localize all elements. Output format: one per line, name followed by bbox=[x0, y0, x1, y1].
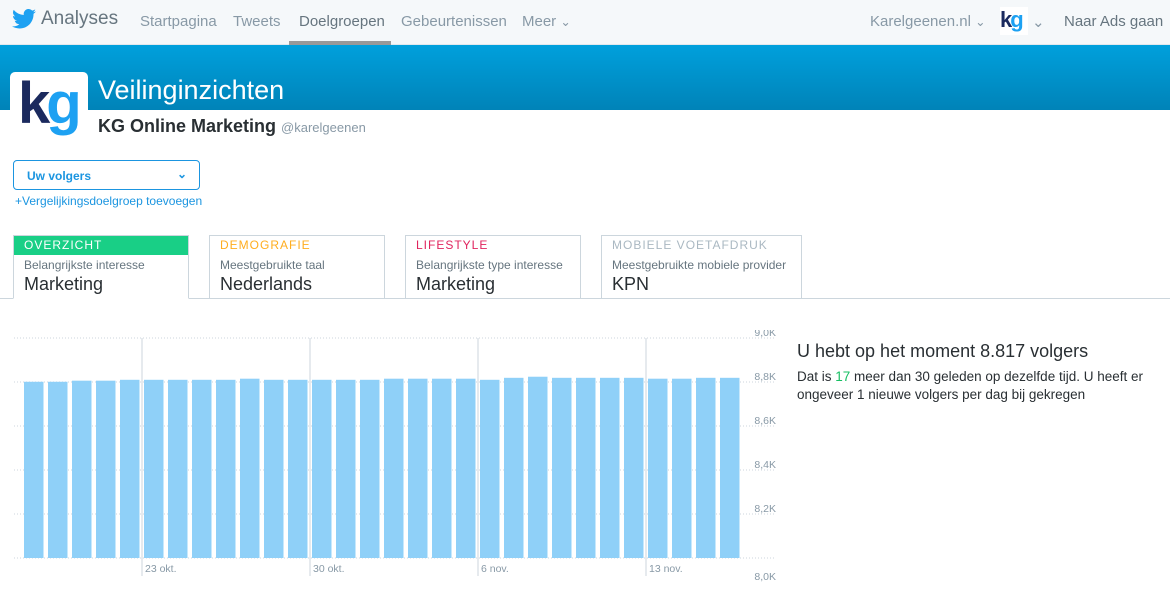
y-tick-label: 9,0K bbox=[754, 330, 776, 339]
add-comparison-link[interactable]: +Vergelijkingsdoelgroep toevoegen bbox=[15, 194, 203, 208]
account-handle: @karelgeenen bbox=[281, 120, 366, 135]
nav-startpagina[interactable]: Startpagina bbox=[140, 13, 217, 30]
tab-subtitle: Belangrijkste interesse bbox=[24, 258, 145, 272]
bar bbox=[480, 379, 500, 558]
avatar[interactable]: kg bbox=[1000, 7, 1028, 35]
tab-value: KPN bbox=[612, 274, 650, 294]
meer-label: Meer bbox=[522, 13, 557, 30]
nav-tweets[interactable]: Tweets bbox=[233, 13, 281, 30]
bar bbox=[456, 378, 476, 558]
top-nav: Analyses Startpagina Tweets Doelgroepen … bbox=[0, 0, 1170, 45]
nav-meer[interactable]: Meer ⌄ bbox=[522, 13, 571, 30]
header-banner bbox=[0, 45, 1170, 110]
tab-heading: MOBIELE VOETAFDRUK bbox=[612, 238, 768, 252]
summary-post: meer dan 30 geleden op dezelfde tijd. U … bbox=[797, 369, 1143, 402]
tab-mobiele-voetafdruk[interactable]: MOBIELE VOETAFDRUK Meestgebruikte mobiel… bbox=[601, 235, 802, 299]
y-tick-label: 8,2K bbox=[754, 503, 776, 515]
bar bbox=[24, 381, 44, 558]
tabs-divider bbox=[0, 298, 1170, 299]
bar bbox=[720, 377, 740, 558]
tab-value: Marketing bbox=[416, 274, 496, 294]
bar bbox=[528, 376, 548, 558]
summary-pre: Dat is bbox=[797, 369, 836, 384]
summary-title: U hebt op het moment 8.817 volgers bbox=[797, 341, 1089, 361]
y-tick-label: 8,4K bbox=[754, 459, 776, 471]
bar bbox=[696, 377, 716, 558]
x-tick-label: 6 nov. bbox=[481, 563, 509, 575]
page-title: Veilinginzichten bbox=[98, 75, 285, 105]
twitter-bird-icon bbox=[12, 9, 36, 29]
bar bbox=[288, 379, 308, 558]
bar bbox=[240, 378, 260, 558]
bar bbox=[216, 379, 236, 558]
bar bbox=[312, 379, 332, 558]
ads-link[interactable]: Naar Ads gaan bbox=[1064, 13, 1164, 30]
active-tab-indicator bbox=[289, 41, 391, 45]
tab-subtitle: Meestgebruikte mobiele provider bbox=[612, 258, 787, 272]
bar bbox=[624, 377, 644, 558]
chevron-down-icon: ⌄ bbox=[176, 167, 187, 181]
bar bbox=[96, 380, 116, 558]
tab-subtitle: Meestgebruikte taal bbox=[220, 258, 325, 272]
y-tick-label: 8,0K bbox=[754, 571, 776, 583]
bar bbox=[360, 379, 380, 558]
x-tick-label: 23 okt. bbox=[145, 563, 177, 575]
x-tick-label: 13 nov. bbox=[649, 563, 683, 575]
brand-label: Analyses bbox=[41, 8, 119, 29]
bar bbox=[672, 378, 692, 558]
tab-demografie[interactable]: DEMOGRAFIE Meestgebruikte taal Nederland… bbox=[209, 235, 385, 299]
bar bbox=[432, 378, 452, 558]
account-info: KG Online Marketing @karelgeenen bbox=[98, 116, 366, 137]
audience-select[interactable]: Uw volgers ⌄ bbox=[13, 160, 200, 190]
tab-lifestyle[interactable]: LIFESTYLE Belangrijkste type interesse M… bbox=[405, 235, 581, 299]
bar bbox=[576, 377, 596, 558]
y-tick-label: 8,6K bbox=[754, 415, 776, 427]
x-tick-label: 30 okt. bbox=[313, 563, 345, 575]
tab-overzicht[interactable]: OVERZICHT Belangrijkste interesse Market… bbox=[13, 235, 189, 299]
chevron-down-icon: ⌄ bbox=[975, 15, 986, 29]
follower-summary: U hebt op het moment 8.817 volgers Dat i… bbox=[797, 341, 1157, 404]
bar bbox=[264, 379, 284, 558]
summary-text: Dat is 17 meer dan 30 geleden op dezelfd… bbox=[797, 368, 1157, 404]
audience-select-value: Uw volgers bbox=[27, 169, 92, 183]
bar bbox=[336, 379, 356, 558]
nav-gebeurtenissen[interactable]: Gebeurtenissen bbox=[401, 13, 507, 30]
bar bbox=[48, 381, 68, 558]
tab-value: Marketing bbox=[24, 274, 104, 294]
tab-heading: OVERZICHT bbox=[14, 236, 188, 255]
analytics-home-link[interactable]: Analyses bbox=[12, 8, 118, 30]
chevron-down-icon[interactable]: ⌄ bbox=[1032, 14, 1045, 31]
bar bbox=[504, 377, 524, 558]
bar bbox=[408, 378, 428, 558]
bar bbox=[648, 378, 668, 558]
tab-value: Nederlands bbox=[220, 274, 313, 294]
bar bbox=[144, 379, 164, 558]
bar bbox=[600, 377, 620, 558]
bar bbox=[120, 379, 140, 558]
bar bbox=[384, 378, 404, 558]
bar bbox=[192, 379, 212, 558]
account-logo: kg bbox=[10, 72, 88, 142]
bar bbox=[168, 379, 188, 558]
account-name: KG Online Marketing bbox=[98, 116, 277, 136]
tab-heading: DEMOGRAFIE bbox=[220, 238, 311, 252]
account-menu-label: Karelgeenen.nl bbox=[870, 13, 971, 30]
nav-doelgroepen[interactable]: Doelgroepen bbox=[299, 13, 385, 30]
chevron-down-icon: ⌄ bbox=[560, 15, 571, 29]
tab-heading: LIFESTYLE bbox=[416, 238, 489, 252]
followers-bar-chart: 9,0K 8,8K 8,6K 8,4K 8,2K 8,0K 23 okt. 30 okt. 6 … bbox=[14, 330, 776, 583]
tab-subtitle: Belangrijkste type interesse bbox=[416, 258, 563, 272]
y-tick-label: 8,8K bbox=[754, 371, 776, 383]
account-menu[interactable]: Karelgeenen.nl ⌄ bbox=[870, 13, 986, 30]
bar bbox=[552, 377, 572, 558]
summary-delta: 17 bbox=[835, 369, 851, 384]
bar bbox=[72, 380, 92, 558]
